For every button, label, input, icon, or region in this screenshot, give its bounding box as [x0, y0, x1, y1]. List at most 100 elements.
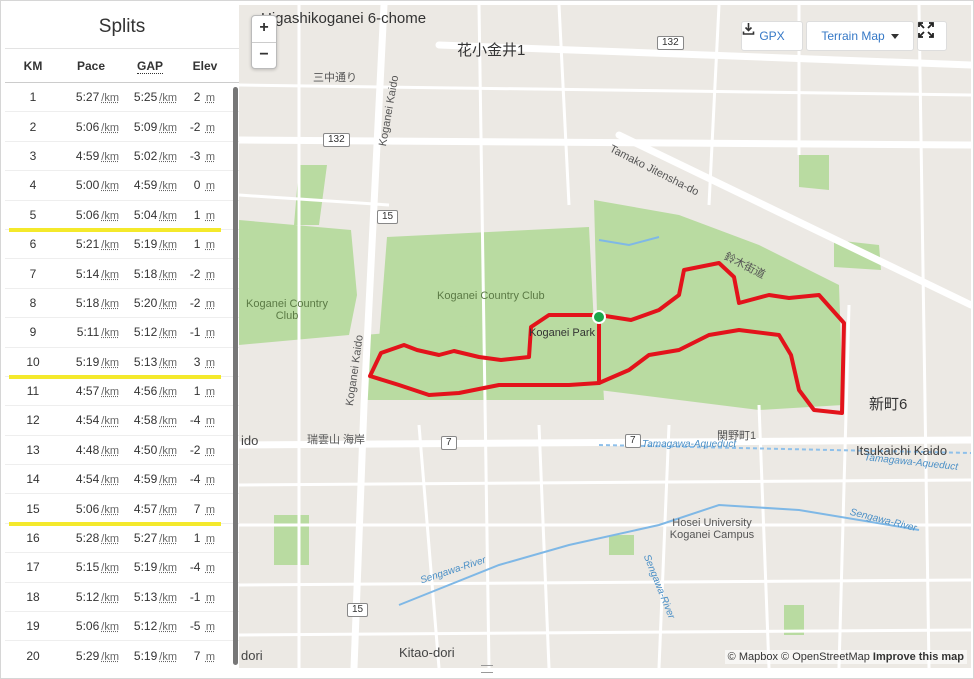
- split-pace-value: 5:06: [75, 501, 100, 516]
- split-pace-value: 5:14: [75, 266, 100, 281]
- split-gap: 5:13/km: [121, 355, 179, 369]
- green-patch-5: [784, 605, 804, 635]
- gpx-download-button[interactable]: GPX: [741, 21, 803, 51]
- zoom-out-button[interactable]: −: [252, 42, 276, 68]
- park-east: [594, 200, 843, 410]
- split-gap: 4:59/km: [121, 472, 179, 486]
- split-gap-value: 5:20: [133, 295, 158, 310]
- gap-unit: /km: [159, 533, 177, 546]
- split-pace-value: 5:19: [75, 354, 100, 369]
- pace-unit: /km: [101, 562, 119, 575]
- route-132-road: [239, 136, 971, 149]
- label-hosei: Hosei University Koganei Campus: [669, 517, 755, 541]
- split-pace-value: 4:54: [75, 413, 100, 428]
- split-row[interactable]: 7 5:14/km 5:18/km -2 m: [5, 259, 239, 289]
- label-kitao: Kitao-dori: [399, 645, 455, 660]
- split-km: 7: [29, 266, 37, 281]
- split-row[interactable]: 12 4:54/km 4:58/km -4 m: [5, 406, 239, 436]
- elev-unit: m: [205, 474, 215, 487]
- split-pace: 5:06/km: [61, 208, 121, 222]
- split-elev-value: -4: [189, 472, 201, 487]
- split-row[interactable]: 9 5:11/km 5:12/km -1 m: [5, 318, 239, 348]
- split-km: 1: [29, 90, 37, 105]
- splits-scrollbar[interactable]: [233, 87, 238, 665]
- split-gap-value: 4:58: [133, 413, 158, 428]
- split-elev-value: -2: [189, 442, 201, 457]
- split-pace-value: 5:06: [75, 119, 100, 134]
- gap-unit: /km: [159, 415, 177, 428]
- split-row[interactable]: 13 4:48/km 4:50/km -2 m: [5, 436, 239, 466]
- label-cc-west: Koganei Country Club: [246, 298, 328, 322]
- split-km: 20: [26, 648, 40, 663]
- terrain-label: Terrain Map: [821, 29, 885, 43]
- split-row[interactable]: 18 5:12/km 5:13/km -1 m: [5, 583, 239, 613]
- split-row[interactable]: 15 5:06/km 4:57/km 7 m: [5, 494, 239, 526]
- split-km: 10: [26, 354, 40, 369]
- split-elev: 1 m: [179, 531, 231, 545]
- split-row[interactable]: 14 4:54/km 4:59/km -4 m: [5, 465, 239, 495]
- sengawa-river: [398, 503, 920, 606]
- fullscreen-button[interactable]: [917, 21, 947, 51]
- split-elev-value: 7: [193, 648, 201, 663]
- elev-unit: m: [205, 121, 215, 134]
- split-row[interactable]: 4 5:00/km 4:59/km 0 m: [5, 171, 239, 201]
- split-gap: 5:12/km: [121, 325, 179, 339]
- split-row[interactable]: 8 5:18/km 5:20/km -2 m: [5, 289, 239, 319]
- split-gap: 4:50/km: [121, 443, 179, 457]
- split-pace-value: 5:12: [75, 589, 100, 604]
- gap-unit: /km: [159, 474, 177, 487]
- split-km: 12: [26, 413, 40, 428]
- split-gap-value: 5:25: [133, 90, 158, 105]
- header-gap-label[interactable]: GAP: [136, 58, 163, 74]
- split-elev-value: 1: [193, 237, 201, 252]
- split-pace: 5:06/km: [61, 120, 121, 134]
- split-row[interactable]: 11 4:57/km 4:56/km 1 m: [5, 377, 239, 407]
- split-row[interactable]: 16 5:28/km 5:27/km 1 m: [5, 524, 239, 554]
- split-gap-value: 5:13: [133, 354, 158, 369]
- split-gap-value: 4:56: [133, 384, 158, 399]
- split-pace-value: 5:15: [75, 560, 100, 575]
- map[interactable]: Higashikoganei 6-chome 花小金井1 三中通り Kogane…: [239, 5, 971, 668]
- split-pace-value: 5:18: [75, 295, 100, 310]
- split-gap: 5:18/km: [121, 267, 179, 281]
- split-gap-value: 4:59: [133, 178, 158, 193]
- map-canvas: [239, 5, 971, 668]
- split-pace-value: 4:48: [75, 442, 100, 457]
- mapbox-link[interactable]: © Mapbox: [727, 651, 778, 663]
- resize-handle[interactable]: [481, 665, 493, 673]
- split-row[interactable]: 20 5:29/km 5:19/km 7 m: [5, 641, 239, 668]
- split-row[interactable]: 19 5:06/km 5:12/km -5 m: [5, 612, 239, 642]
- shield-7-east: 7: [625, 434, 641, 448]
- terrain-map-dropdown[interactable]: Terrain Map: [806, 21, 914, 51]
- zoom-control: + −: [251, 15, 277, 69]
- split-pace-value: 4:54: [75, 472, 100, 487]
- elev-unit: m: [205, 650, 215, 663]
- split-gap: 4:56/km: [121, 384, 179, 398]
- header-gap[interactable]: GAP: [121, 58, 179, 74]
- split-elev-value: 7: [193, 501, 201, 516]
- split-elev: -2 m: [179, 443, 231, 457]
- split-gap-value: 5:12: [133, 619, 158, 634]
- split-elev-value: -1: [189, 589, 201, 604]
- green-patch-4: [609, 535, 634, 555]
- zoom-in-button[interactable]: +: [259, 19, 269, 36]
- split-row[interactable]: 2 5:06/km 5:09/km -2 m: [5, 112, 239, 142]
- split-gap: 5:13/km: [121, 590, 179, 604]
- gap-unit: /km: [159, 386, 177, 399]
- route-path: [368, 261, 846, 415]
- split-row[interactable]: 3 4:59/km 5:02/km -3 m: [5, 142, 239, 172]
- gap-unit: /km: [159, 503, 177, 516]
- improve-map-link[interactable]: Improve this map: [872, 651, 964, 663]
- split-row[interactable]: 10 5:19/km 5:13/km 3 m: [5, 348, 239, 379]
- split-gap: 5:19/km: [121, 237, 179, 251]
- chevron-down-icon: [890, 33, 899, 39]
- split-row[interactable]: 17 5:15/km 5:19/km -4 m: [5, 553, 239, 583]
- split-km: 19: [26, 619, 40, 634]
- osm-link[interactable]: © OpenStreetMap: [781, 651, 870, 663]
- split-row[interactable]: 6 5:21/km 5:19/km 1 m: [5, 230, 239, 260]
- split-row[interactable]: 5 5:06/km 5:04/km 1 m: [5, 201, 239, 232]
- header-elev: Elev: [192, 58, 218, 73]
- split-elev-value: 3: [193, 354, 201, 369]
- split-elev-value: 0: [193, 178, 201, 193]
- split-row[interactable]: 1 5:27/km 5:25/km 2 m: [5, 83, 239, 113]
